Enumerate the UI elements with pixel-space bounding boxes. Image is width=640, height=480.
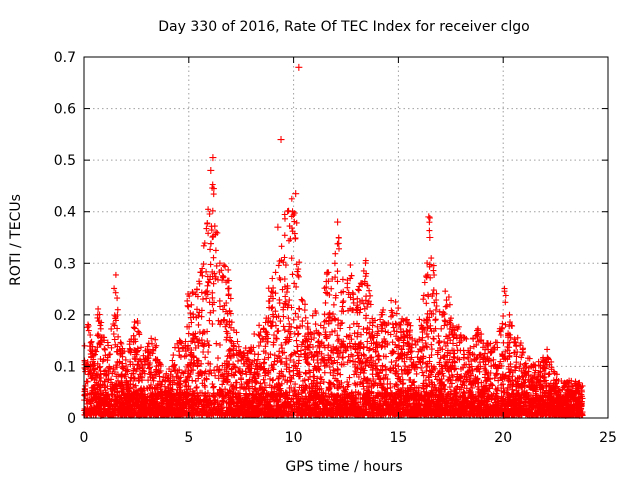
grid — [84, 57, 608, 418]
data-points — [81, 63, 586, 419]
x-tick-label: 0 — [80, 430, 89, 446]
x-axis-label: GPS time / hours — [285, 459, 402, 475]
axis-ticks: 0 0.1 0.2 0.3 0.4 0.5 0.6 0.7 0 5 10 15 20 25 — [54, 50, 617, 446]
chart-title: Day 330 of 2016, Rate Of TEC Index for r… — [158, 19, 529, 35]
y-tick-label: 0.7 — [54, 50, 76, 66]
y-tick-label: 0.3 — [54, 256, 76, 272]
outlier-point — [277, 136, 285, 144]
y-tick-label: 0.5 — [54, 153, 76, 169]
y-tick-label: 0.6 — [54, 102, 76, 118]
x-tick-label: 20 — [494, 430, 512, 446]
outlier-point — [295, 63, 303, 71]
outlier-point — [274, 223, 282, 231]
outlier-point — [292, 190, 300, 198]
outlier-point — [289, 208, 297, 216]
x-tick-label: 15 — [389, 430, 407, 446]
y-tick-label: 0.2 — [54, 308, 76, 324]
scatter-points-dense — [81, 181, 586, 419]
outlier-point — [334, 218, 342, 226]
y-tick-label: 0.4 — [54, 205, 76, 221]
x-tick-label: 10 — [285, 430, 303, 446]
x-tick-label: 5 — [184, 430, 193, 446]
outlier-point — [425, 213, 433, 221]
outlier-point — [426, 234, 434, 241]
y-axis-label: ROTI / TECUs — [8, 194, 24, 286]
outlier-point — [207, 166, 215, 174]
plot-frame — [83, 56, 609, 419]
y-tick-label: 0 — [67, 411, 76, 427]
outlier-point — [209, 154, 217, 162]
x-tick-label: 25 — [599, 430, 617, 446]
y-tick-label: 0.1 — [54, 359, 76, 375]
